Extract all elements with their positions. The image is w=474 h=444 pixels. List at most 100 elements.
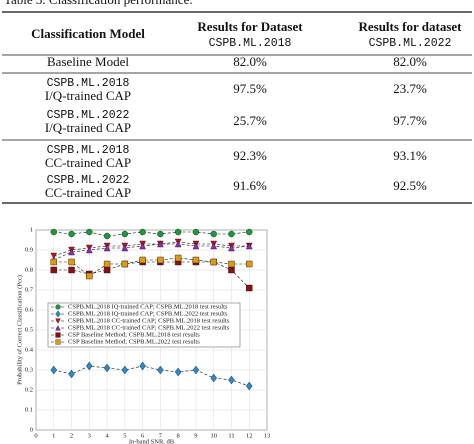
x-tick-label: 0 [34,432,37,439]
y-axis-label: Probability of Correct Classification (P… [16,275,23,385]
data-point [50,228,57,236]
legend-marker [55,304,61,310]
x-tick-label: 5 [123,432,126,439]
legend-label: CSPB.ML.2018 IQ-trained CAP; CSPB.ML.201… [68,303,228,310]
x-tick-label: 12 [246,432,253,439]
y-tick-label: 0.4 [25,346,34,353]
data-point [68,369,75,379]
data-point [245,242,253,250]
data-point [139,228,146,236]
y-tick-label: 0.6 [25,306,34,313]
legend-label: CSP Baseline Method; CSPB.ML.2018 test r… [68,331,200,338]
data-point [192,228,200,236]
table-header: CSPB.ML.2018 [209,37,292,50]
data-point [210,258,217,266]
data-point [210,230,217,238]
row-label: CSPB.ML.2022 [47,109,130,122]
legend-box [47,302,241,348]
x-tick-label: 4 [105,432,109,439]
row-label: CSPB.ML.2018 [47,144,130,157]
legend-label: CSPB.ML.2018 CC-trained CAP; CSPB.ML.201… [68,317,230,324]
cell: 82.0% [393,54,427,69]
y-tick-label: 0.5 [25,326,33,333]
data-point [157,365,164,375]
data-point [246,284,253,292]
y-tick-label: 0.3 [25,366,33,373]
table-header: CSPB.ML.2022 [369,37,452,50]
y-tick-label: 0.2 [25,386,33,393]
y-tick-label: 0.7 [25,286,34,293]
x-tick-label: 7 [159,432,163,439]
x-tick-label: 13 [264,432,271,439]
cell: 82.0% [233,54,267,69]
x-tick-label: 3 [88,432,91,439]
table-header: Results for Dataset [197,19,303,34]
data-point [86,361,93,371]
cell: 91.6% [233,178,267,193]
data-point [86,272,93,280]
cell: 23.7% [393,81,427,96]
data-point [228,260,235,268]
data-point [121,230,129,238]
legend-marker [55,310,61,318]
data-point [192,365,200,375]
cell: 92.3% [233,148,267,163]
row-label: CSPB.ML.2022 [47,174,130,187]
cell: 93.1% [393,148,427,163]
data-point [103,363,111,373]
legend-marker [55,332,61,338]
data-point [103,266,111,274]
data-point [245,381,253,391]
data-point [228,266,235,274]
data-point [50,252,58,260]
data-point [192,256,200,264]
table-header: Results for dataset [358,19,462,34]
data-point [139,361,146,371]
data-point [139,242,146,250]
cell: 97.7% [393,113,427,128]
row-label: CC-trained CAP [45,155,131,170]
legend-label: CSPB.ML.2018 IQ-trained CAP; CSPB.ML.202… [68,310,228,317]
y-tick-label: 0.9 [25,246,33,253]
data-point [103,260,111,268]
row-label: CSPB.ML.2018 [47,77,130,90]
data-point [139,256,146,264]
data-point [68,248,75,256]
data-point [121,260,129,268]
series-line [53,365,250,387]
row-label: I/Q-trained CAP [45,120,131,135]
cell: 25.7% [233,113,267,128]
legend-marker [55,325,61,331]
data-point [192,242,200,250]
x-tick-label: 2 [70,432,73,439]
row-label: Baseline Model [47,54,129,69]
data-point [103,244,111,252]
x-axis-label: In-band SNR, dB [129,438,175,444]
data-point [157,256,164,264]
data-point [50,365,58,375]
data-point [68,230,75,238]
data-point [157,240,164,248]
legend-marker [55,339,61,345]
data-point [228,375,235,385]
data-point [121,365,129,375]
data-point [210,373,217,383]
data-point [174,367,182,377]
x-tick-label: 6 [141,432,145,439]
data-point [228,244,235,252]
legend-label: CSPB.ML.2018 CC-trained CAP; CSPB.ML.202… [68,324,230,331]
data-point [85,246,93,254]
table-header: Classification Model [31,26,145,41]
data-point [228,230,235,238]
legend-marker [55,318,61,324]
cell: 97.5% [233,81,267,96]
y-tick-label: 0 [30,426,33,433]
series-line [53,243,250,261]
cell: 92.5% [393,178,427,193]
table-caption: Table 3. Classification performance. [4,0,193,7]
data-point [174,254,182,262]
data-point [68,258,75,266]
x-tick-label: 8 [177,432,180,439]
row-label: I/Q-trained CAP [45,88,131,103]
